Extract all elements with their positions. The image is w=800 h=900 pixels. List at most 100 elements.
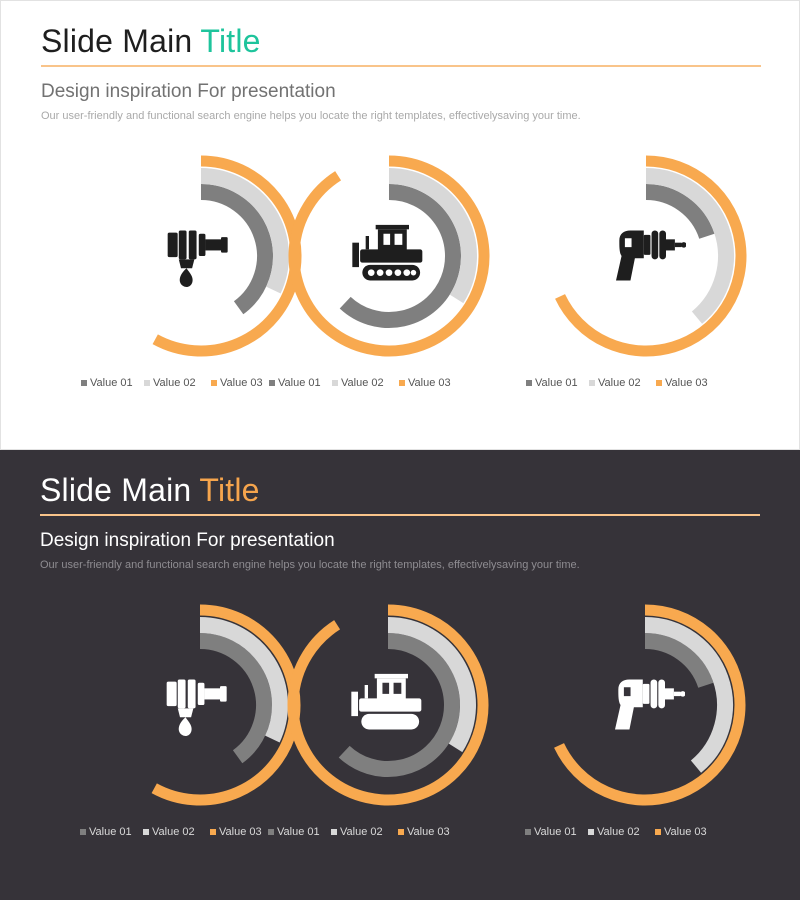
- radial-chart-bulldozer: Value 01 Value 02 Value 03: [269, 141, 509, 401]
- bulldozer-icon: [348, 665, 428, 745]
- chart-legend: Value 01 Value 02 Value 03: [81, 377, 321, 393]
- legend-item: Value 03: [210, 826, 262, 838]
- arc-value-01: [645, 184, 715, 239]
- radial-rings: [288, 155, 490, 357]
- slide-description: Our user-friendly and functional search …: [41, 110, 581, 122]
- arc-value-02: [645, 168, 734, 324]
- legend-swatch: [398, 829, 404, 835]
- legend-label: Value 03: [408, 377, 451, 389]
- radial-chart-raygun: Value 01 Value 02 Value 03: [526, 141, 766, 401]
- chart-legend: Value 01 Value 02 Value 03: [525, 826, 765, 842]
- legend-swatch: [143, 829, 149, 835]
- legend-item: Value 01: [268, 826, 320, 838]
- arc-value-02: [644, 617, 733, 773]
- legend-swatch: [526, 380, 532, 386]
- legend-label: Value 02: [598, 377, 641, 389]
- legend-swatch: [588, 829, 594, 835]
- title-divider: [41, 65, 761, 67]
- legend-swatch: [332, 380, 338, 386]
- arc-value-01: [200, 184, 273, 315]
- legend-label: Value 02: [597, 826, 640, 838]
- legend-swatch: [144, 380, 150, 386]
- legend-item: Value 01: [525, 826, 577, 838]
- arc-value-02: [199, 617, 288, 743]
- legend-swatch: [655, 829, 661, 835]
- arc-value-03: [288, 155, 490, 357]
- ray-gun-icon: [605, 665, 686, 745]
- radial-rings: [554, 604, 746, 806]
- hand-drill-icon: [161, 216, 241, 296]
- legend-swatch: [525, 829, 531, 835]
- legend-label: Value 02: [341, 377, 384, 389]
- arc-value-03: [554, 604, 746, 806]
- legend-label: Value 01: [90, 377, 133, 389]
- title-accent: Title: [199, 472, 260, 508]
- radial-rings: [555, 155, 747, 357]
- legend-item: Value 03: [655, 826, 707, 838]
- slide-description: Our user-friendly and functional search …: [40, 559, 580, 571]
- slide-light: Slide Main Title Design inspiration For p…: [0, 0, 800, 450]
- title-main: Slide Main: [40, 472, 192, 508]
- radial-chart-raygun: Value 01 Value 02 Value 03: [525, 590, 765, 850]
- legend-swatch: [268, 829, 274, 835]
- slide-subtitle: Design inspiration For presentation: [41, 81, 336, 102]
- legend-item: Value 01: [269, 377, 321, 389]
- title-divider: [40, 514, 760, 516]
- legend-label: Value 01: [278, 377, 321, 389]
- radial-chart-bulldozer: Value 01 Value 02 Value 03: [268, 590, 508, 850]
- legend-item: Value 01: [526, 377, 578, 389]
- legend-label: Value 02: [340, 826, 383, 838]
- arc-value-01: [339, 184, 461, 328]
- legend-label: Value 03: [665, 377, 708, 389]
- legend-item: Value 02: [144, 377, 196, 389]
- legend-label: Value 01: [535, 377, 578, 389]
- slide-subtitle: Design inspiration For presentation: [40, 530, 335, 551]
- legend-label: Value 01: [89, 826, 132, 838]
- arc-value-02: [200, 168, 289, 294]
- arc-value-02: [387, 617, 476, 753]
- legend-item: Value 03: [656, 377, 708, 389]
- arc-value-03: [555, 155, 747, 357]
- legend-label: Value 01: [534, 826, 577, 838]
- chart-legend: Value 01 Value 02 Value 03: [526, 377, 766, 393]
- legend-swatch: [81, 380, 87, 386]
- slide-title: Slide Main Title: [40, 472, 260, 509]
- radial-rings: [287, 604, 489, 806]
- radial-chart-drill: Value 01 Value 02 Value 03: [80, 590, 320, 850]
- legend-item: Value 01: [81, 377, 133, 389]
- title-accent: Title: [200, 23, 261, 59]
- legend-label: Value 01: [277, 826, 320, 838]
- legend-label: Value 03: [664, 826, 707, 838]
- chart-legend: Value 01 Value 02 Value 03: [268, 826, 508, 842]
- legend-label: Value 03: [220, 377, 263, 389]
- chart-legend: Value 01 Value 02 Value 03: [269, 377, 509, 393]
- legend-swatch: [210, 829, 216, 835]
- slide-dark: Slide Main Title Design inspiration For p…: [0, 450, 800, 900]
- legend-swatch: [269, 380, 275, 386]
- legend-swatch: [331, 829, 337, 835]
- legend-item: Value 01: [80, 826, 132, 838]
- arc-value-02: [388, 168, 477, 304]
- hand-drill-icon: [160, 665, 240, 745]
- legend-item: Value 03: [398, 826, 450, 838]
- legend-label: Value 03: [407, 826, 450, 838]
- title-main: Slide Main: [41, 23, 193, 59]
- legend-swatch: [589, 380, 595, 386]
- legend-item: Value 02: [589, 377, 641, 389]
- legend-label: Value 02: [153, 377, 196, 389]
- legend-label: Value 02: [152, 826, 195, 838]
- legend-swatch: [80, 829, 86, 835]
- arc-value-03: [287, 604, 489, 806]
- slide-title: Slide Main Title: [41, 23, 261, 60]
- chart-legend: Value 01 Value 02 Value 03: [80, 826, 320, 842]
- legend-label: Value 03: [219, 826, 262, 838]
- legend-swatch: [211, 380, 217, 386]
- bulldozer-icon: [349, 216, 429, 296]
- arc-value-01: [644, 633, 714, 688]
- arc-value-01: [338, 633, 460, 777]
- legend-swatch: [656, 380, 662, 386]
- legend-item: Value 03: [211, 377, 263, 389]
- legend-item: Value 03: [399, 377, 451, 389]
- legend-item: Value 02: [332, 377, 384, 389]
- legend-swatch: [399, 380, 405, 386]
